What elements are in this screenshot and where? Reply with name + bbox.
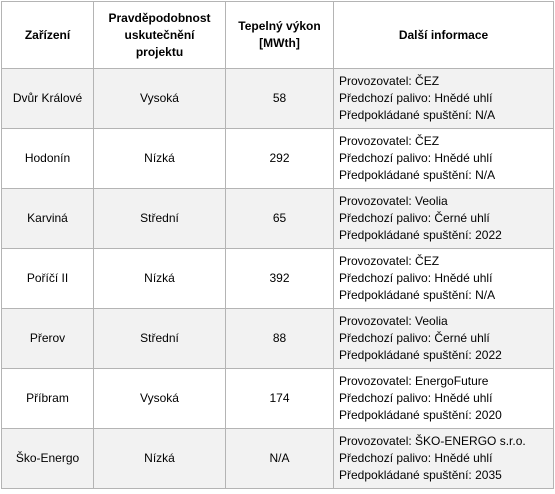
table-cell: Dvůr Králové: [1, 68, 94, 129]
info-line: Provozovatel: ČEZ: [339, 134, 440, 148]
table-cell: Střední: [93, 188, 226, 249]
info-line: Provozovatel: ČEZ: [339, 74, 440, 88]
info-line: Předchozí palivo: Hnědé uhlí: [339, 91, 493, 105]
info-cell: Provozovatel: ŠKO-ENERGO s.r.o. Předchozí…: [333, 428, 554, 489]
info-line: Předpokládané spuštění: 2022: [339, 348, 502, 362]
info-line: Provozovatel: ČEZ: [339, 254, 440, 268]
table-cell: 88: [225, 308, 334, 369]
table-cell: 292: [225, 128, 334, 189]
table-row: Přerov Střední 88 Provozovatel: Veolia Předc…: [1, 308, 554, 369]
info-line: Předchozí palivo: Hnědé uhlí: [339, 151, 493, 165]
table-cell: Střední: [93, 308, 226, 369]
table-row: Příbram Vysoká 174 Provozovatel: EnergoFutu…: [1, 368, 554, 429]
table-cell: Poříčí II: [1, 248, 94, 309]
header-text: [MWth]: [259, 36, 300, 50]
table-cell: 65: [225, 188, 334, 249]
info-cell: Provozovatel: Veolia Předchozí palivo: Če…: [333, 188, 554, 249]
header-cell: Zařízení: [1, 1, 94, 69]
info-line: Provozovatel: EnergoFuture: [339, 374, 489, 388]
header-cell: Tepelný výkon [MWth]: [225, 1, 334, 69]
table-cell: 392: [225, 248, 334, 309]
info-line: Předpokládané spuštění: N/A: [339, 168, 496, 182]
header-text: Další informace: [398, 27, 489, 42]
info-line: Předpokládané spuštění: N/A: [339, 108, 496, 122]
info-line: Předpokládané spuštění: 2035: [339, 468, 502, 482]
info-line: Provozovatel: Veolia: [339, 194, 448, 208]
table-cell: Vysoká: [93, 368, 226, 429]
info-line: Předchozí palivo: Černé uhlí: [339, 331, 490, 345]
table-cell: N/A: [225, 428, 334, 489]
table-cell: Hodonín: [1, 128, 94, 189]
table-row: Dvůr Králové Vysoká 58 Provozovatel: ČEZ Pře…: [1, 68, 554, 129]
info-line: Provozovatel: Veolia: [339, 314, 448, 328]
table-cell: Vysoká: [93, 68, 226, 129]
info-line: Předpokládané spuštění: 2022: [339, 228, 502, 242]
header-cell: Další informace: [333, 1, 554, 69]
info-cell: Provozovatel: ČEZ Předchozí palivo: Hnědé…: [333, 68, 554, 129]
header-text: uskutečnění: [124, 27, 195, 42]
table-cell: Nízká: [93, 248, 226, 309]
table-body: Dvůr Králové Vysoká 58 Provozovatel: ČEZ Pře…: [1, 68, 554, 489]
table-row: Hodonín Nízká 292 Provozovatel: ČEZ Předchoz…: [1, 128, 554, 189]
table-cell: 58: [225, 68, 334, 129]
table-row: Karviná Střední 65 Provozovatel: Veolia Před…: [1, 188, 554, 249]
info-line: Předchozí palivo: Hnědé uhlí: [339, 451, 493, 465]
info-cell: Provozovatel: ČEZ Předchozí palivo: Hnědé…: [333, 248, 554, 309]
header-text: projektu: [135, 44, 184, 59]
header-cell: Pravděpodobnost uskutečnění projektu: [93, 1, 226, 69]
table-cell: Karviná: [1, 188, 94, 249]
header-text: Zařízení: [24, 27, 71, 42]
info-line: Předchozí palivo: Černé uhlí: [339, 211, 490, 225]
info-cell: Provozovatel: ČEZ Předchozí palivo: Hnědé…: [333, 128, 554, 189]
header-row: Zařízení Pravděpodobnost uskutečnění projek…: [1, 1, 554, 69]
info-line: Předchozí palivo: Hnědé uhlí: [339, 391, 493, 405]
info-line: Předpokládané spuštění: N/A: [339, 288, 496, 302]
info-cell: Provozovatel: EnergoFuture Předchozí pali…: [333, 368, 554, 429]
info-line: Předpokládané spuštění: 2020: [339, 408, 502, 422]
header-text: Tepelný výkon: [238, 19, 321, 33]
table-row: Ško-Energo Nízká N/A Provozovatel: ŠKO-ENER…: [1, 428, 554, 489]
header-text: Pravděpodobnost: [108, 10, 211, 25]
table-cell: Příbram: [1, 368, 94, 429]
info-cell: Provozovatel: Veolia Předchozí palivo: Če…: [333, 308, 554, 369]
table-cell: 174: [225, 368, 334, 429]
table-cell: Nízká: [93, 128, 226, 189]
table-cell: Nízká: [93, 428, 226, 489]
info-line: Provozovatel: ŠKO-ENERGO s.r.o.: [339, 434, 526, 448]
table-row: Poříčí II Nízká 392 Provozovatel: ČEZ Předch…: [1, 248, 554, 309]
table-cell: Přerov: [1, 308, 94, 369]
info-line: Předchozí palivo: Hnědé uhlí: [339, 271, 493, 285]
table-cell: Ško-Energo: [1, 428, 94, 489]
